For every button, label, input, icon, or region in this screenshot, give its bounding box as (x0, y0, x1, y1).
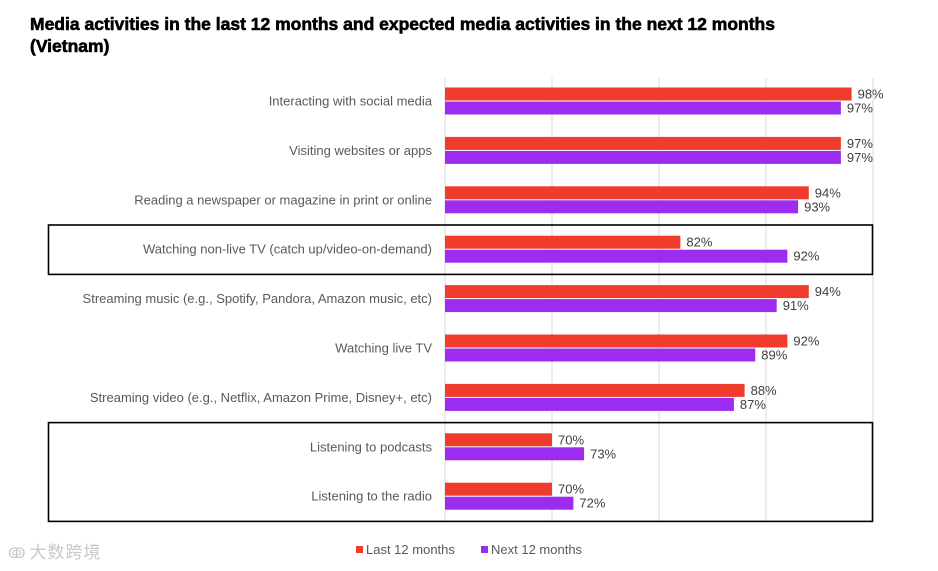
legend-last-12-months-swatch (356, 546, 363, 553)
legend-next-12-months: Next 12 months (491, 542, 583, 557)
bar-last-12-months (445, 235, 681, 249)
data-label: 87% (740, 397, 766, 412)
bar-last-12-months (445, 285, 809, 299)
bar-last-12-months (445, 186, 809, 200)
bar-next-12-months (445, 397, 734, 411)
bar-last-12-months (445, 383, 745, 397)
category-label: Interacting with social media (269, 94, 433, 109)
category-label: Listening to the radio (311, 489, 432, 504)
data-label: 93% (804, 199, 830, 214)
bar-next-12-months (445, 348, 756, 362)
data-label: 73% (590, 446, 616, 461)
data-label: 94% (815, 284, 841, 299)
data-label: 98% (858, 87, 884, 102)
data-label: 70% (558, 432, 584, 447)
data-label: 72% (579, 496, 605, 511)
category-label: Watching non-live TV (catch up/video-on-… (143, 242, 432, 257)
bar-next-12-months (445, 299, 777, 313)
data-label: 70% (558, 482, 584, 497)
bar-next-12-months (445, 150, 841, 164)
bar-last-12-months (445, 87, 852, 101)
legend-last-12-months: Last 12 months (366, 542, 455, 557)
watermark: ↂ 大数跨境 (8, 538, 101, 563)
bar-next-12-months (445, 496, 574, 510)
data-label: 88% (751, 383, 777, 398)
category-label: Watching live TV (335, 341, 432, 356)
bar-next-12-months (445, 249, 788, 263)
data-label: 89% (761, 348, 787, 363)
data-label: 97% (847, 101, 873, 116)
legend-next-12-months-swatch (481, 546, 488, 553)
data-label: 97% (847, 136, 873, 151)
data-label: 94% (815, 185, 841, 200)
data-label: 92% (793, 334, 819, 349)
bar-last-12-months (445, 433, 552, 447)
data-label: 97% (847, 150, 873, 165)
data-label: 91% (783, 298, 809, 313)
category-label: Streaming music (e.g., Spotify, Pandora,… (83, 291, 432, 306)
watermark-text: 大数跨境 (29, 543, 102, 563)
highlight-box (47, 224, 874, 276)
bar-next-12-months (445, 447, 585, 461)
data-label: 92% (793, 249, 819, 264)
category-label: Listening to podcasts (310, 439, 433, 454)
data-label: 82% (686, 235, 712, 250)
bar-last-12-months (445, 482, 552, 496)
chart-title: Media activities in the last 12 months a… (30, 14, 776, 57)
highlight-box (47, 421, 874, 523)
category-label: Visiting websites or apps (289, 143, 432, 158)
bar-next-12-months (445, 101, 841, 115)
category-label: Reading a newspaper or magazine in print… (134, 192, 432, 207)
watermark-icon: ↂ (8, 546, 27, 562)
category-label: Streaming video (e.g., Netflix, Amazon P… (90, 390, 432, 405)
bar-next-12-months (445, 200, 799, 214)
bar-last-12-months (445, 334, 788, 348)
bar-last-12-months (445, 136, 841, 150)
